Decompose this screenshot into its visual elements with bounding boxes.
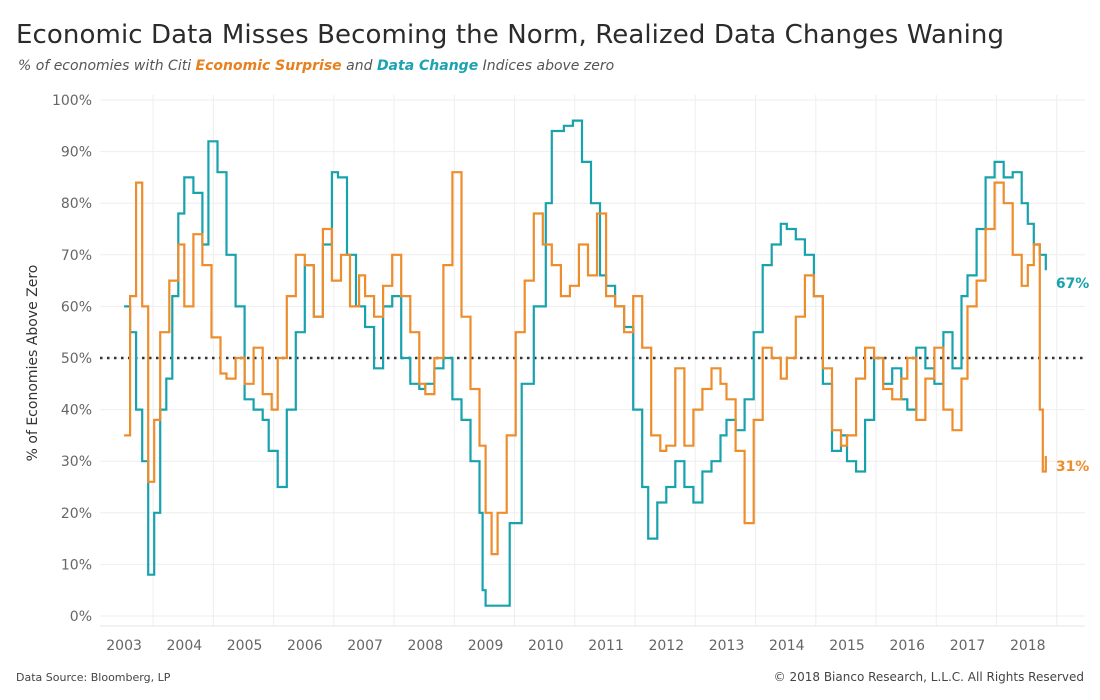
y-tick-label: 100%: [52, 93, 92, 109]
y-axis-label: % of Economies Above Zero: [25, 265, 41, 462]
x-tick-label: 2004: [167, 638, 203, 654]
series-lines: [124, 119, 1047, 607]
x-tick-label: 2017: [950, 638, 986, 654]
x-tick-label: 2009: [468, 638, 504, 654]
subtitle-part3: Indices above zero: [478, 58, 615, 74]
x-tick-label: 2005: [227, 638, 263, 654]
subtitle-data-change: Data Change: [376, 58, 479, 74]
y-tick-label: 0%: [70, 609, 92, 625]
x-axis-ticks: 2003 2004 2005 2006 2007 2008 2009 2010 2011 2012…: [106, 638, 1045, 654]
x-tick-label: 2006: [287, 638, 323, 654]
x-tick-label: 2015: [829, 638, 865, 654]
x-tick-label: 2016: [889, 638, 925, 654]
line-chart: 0%10%20%30%40%50%60%70%80%90%100% 2003 20…: [25, 93, 1090, 654]
y-axis-ticks: 0% 10% 20% 30% 40% 50% 60% 70% 80% 90% 100%: [52, 93, 92, 625]
copyright: © 2018 Bianco Research, L.L.C. All Right…: [773, 670, 1084, 684]
subtitle-part1: % of economies with Citi: [18, 58, 196, 74]
subtitle-economic-surprise: Economic Surprise: [195, 58, 342, 74]
x-tick-label: 2014: [769, 638, 805, 654]
y-tick-label: 40%: [61, 403, 92, 419]
gridlines: [100, 95, 1085, 627]
y-tick-label: 20%: [61, 506, 92, 522]
data-source: Data Source: Bloomberg, LP: [16, 671, 171, 684]
x-tick-label: 2010: [528, 638, 564, 654]
change-end-label: 67%: [1056, 276, 1090, 292]
x-tick-label: 2007: [347, 638, 383, 654]
y-tick-label: 10%: [61, 557, 92, 573]
y-tick-label: 60%: [61, 299, 92, 315]
end-labels: 67% 31%: [1056, 276, 1090, 475]
y-tick-label: 90%: [61, 145, 92, 161]
surprise-end-label: 31%: [1056, 459, 1090, 475]
y-tick-label: 80%: [61, 196, 92, 212]
x-tick-label: 2012: [648, 638, 684, 654]
x-tick-label: 2018: [1010, 638, 1046, 654]
subtitle-part2: and: [341, 58, 377, 74]
x-tick-label: 2011: [588, 638, 624, 654]
economic-surprise-line: [124, 171, 1047, 556]
x-tick-label: 2013: [709, 638, 745, 654]
x-tick-label: 2008: [408, 638, 444, 654]
chart-title: Economic Data Misses Becoming the Norm, …: [16, 20, 1005, 50]
y-tick-label: 50%: [61, 351, 92, 367]
chart-subtitle: % of economies with Citi Economic Surpri…: [18, 58, 614, 74]
y-tick-label: 30%: [61, 454, 92, 470]
x-tick-label: 2003: [106, 638, 142, 654]
y-tick-label: 70%: [61, 248, 92, 264]
